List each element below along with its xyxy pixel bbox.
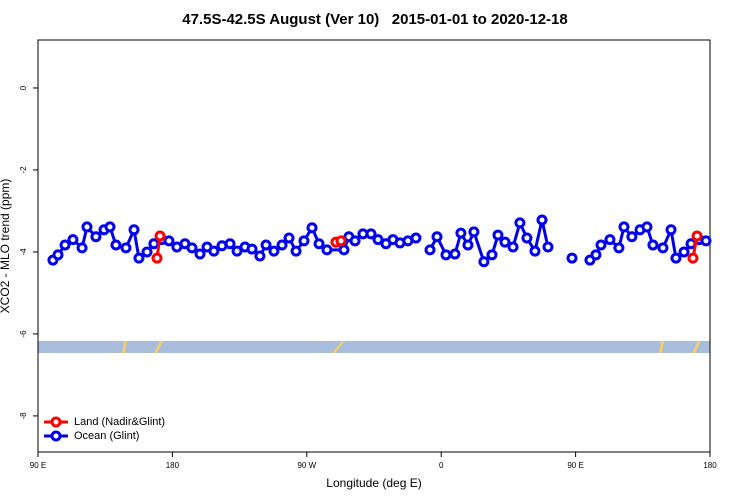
land-strip bbox=[692, 341, 701, 353]
data-point bbox=[365, 228, 377, 240]
data-point bbox=[154, 230, 166, 242]
data-point bbox=[613, 242, 625, 254]
data-point bbox=[670, 252, 682, 264]
legend-swatch-marker bbox=[50, 430, 62, 442]
data-point bbox=[595, 239, 607, 251]
data-point bbox=[224, 238, 236, 250]
data-point bbox=[90, 231, 102, 243]
data-point bbox=[641, 221, 653, 233]
x-tick-label: 180 bbox=[166, 461, 180, 470]
data-point bbox=[52, 249, 64, 261]
data-point bbox=[298, 235, 310, 247]
data-point bbox=[410, 232, 422, 244]
y-tick-label: -2 bbox=[19, 166, 28, 174]
data-point bbox=[120, 242, 132, 254]
legend-label: Land (Nadir&Glint) bbox=[74, 416, 165, 428]
data-point bbox=[486, 249, 498, 261]
data-point bbox=[536, 214, 548, 226]
data-point bbox=[507, 241, 519, 253]
land-strip bbox=[122, 341, 127, 353]
x-axis-label: Longitude (deg E) bbox=[326, 476, 421, 490]
data-point bbox=[566, 252, 578, 264]
data-point bbox=[514, 217, 526, 229]
land-strip bbox=[154, 341, 163, 353]
data-point bbox=[290, 245, 302, 257]
data-point bbox=[521, 232, 533, 244]
data-point bbox=[492, 229, 504, 241]
data-point bbox=[128, 224, 140, 236]
data-point bbox=[313, 238, 325, 250]
data-point bbox=[283, 232, 295, 244]
data-point bbox=[231, 245, 243, 257]
data-point bbox=[691, 230, 703, 242]
x-tick-label: 0 bbox=[439, 461, 444, 470]
data-point bbox=[76, 242, 88, 254]
x-tick-label: 90 E bbox=[567, 461, 583, 470]
data-point bbox=[478, 256, 490, 268]
data-point bbox=[455, 227, 467, 239]
data-point bbox=[449, 248, 461, 260]
data-point bbox=[590, 249, 602, 261]
data-point bbox=[468, 226, 480, 238]
data-point bbox=[67, 234, 79, 246]
data-point bbox=[440, 249, 452, 261]
data-point bbox=[81, 221, 93, 233]
data-point bbox=[665, 224, 677, 236]
surface-strip bbox=[38, 341, 710, 353]
data-point bbox=[647, 239, 659, 251]
data-point bbox=[306, 222, 318, 234]
data-point bbox=[462, 239, 474, 251]
data-point bbox=[424, 244, 436, 256]
data-point bbox=[700, 235, 712, 247]
data-point bbox=[110, 239, 122, 251]
legend-label: Ocean (Glint) bbox=[74, 430, 139, 442]
data-point bbox=[657, 242, 669, 254]
chart-title: 47.5S-42.5S August (Ver 10) 2015-01-01 t… bbox=[182, 11, 567, 28]
data-point bbox=[499, 236, 511, 248]
data-point bbox=[104, 221, 116, 233]
data-point bbox=[133, 252, 145, 264]
legend-swatch-marker bbox=[50, 416, 62, 428]
y-tick-label: -4 bbox=[19, 248, 28, 256]
data-point bbox=[151, 252, 163, 264]
data-point bbox=[260, 239, 272, 251]
land-strip bbox=[659, 341, 664, 353]
plot-frame bbox=[37, 39, 711, 453]
data-point bbox=[276, 239, 288, 251]
data-point bbox=[194, 248, 206, 260]
data-point bbox=[186, 242, 198, 254]
data-point bbox=[338, 244, 350, 256]
x-tick-label: 90 W bbox=[297, 461, 316, 470]
data-point bbox=[246, 243, 258, 255]
data-point bbox=[431, 231, 443, 243]
y-tick-label: -8 bbox=[19, 412, 28, 420]
data-point bbox=[163, 235, 175, 247]
data-point bbox=[208, 245, 220, 257]
y-tick-label: 0 bbox=[19, 85, 28, 90]
data-point bbox=[678, 246, 690, 258]
data-point bbox=[529, 245, 541, 257]
y-tick-label: -6 bbox=[19, 330, 28, 338]
data-point bbox=[254, 250, 266, 262]
data-point bbox=[542, 241, 554, 253]
x-tick-label: 90 E bbox=[30, 461, 46, 470]
data-point bbox=[349, 235, 361, 247]
data-point bbox=[268, 245, 280, 257]
data-point bbox=[372, 234, 384, 246]
data-point bbox=[335, 235, 347, 247]
data-point bbox=[687, 252, 699, 264]
land-strip bbox=[332, 341, 345, 353]
data-point bbox=[59, 239, 71, 251]
data-point bbox=[321, 244, 333, 256]
data-point bbox=[626, 231, 638, 243]
y-axis-label: XCO2 - MLO trend (ppm) bbox=[0, 179, 12, 314]
data-point bbox=[141, 246, 153, 258]
data-point bbox=[604, 234, 616, 246]
data-point bbox=[618, 221, 630, 233]
x-tick-label: 180 bbox=[703, 461, 717, 470]
